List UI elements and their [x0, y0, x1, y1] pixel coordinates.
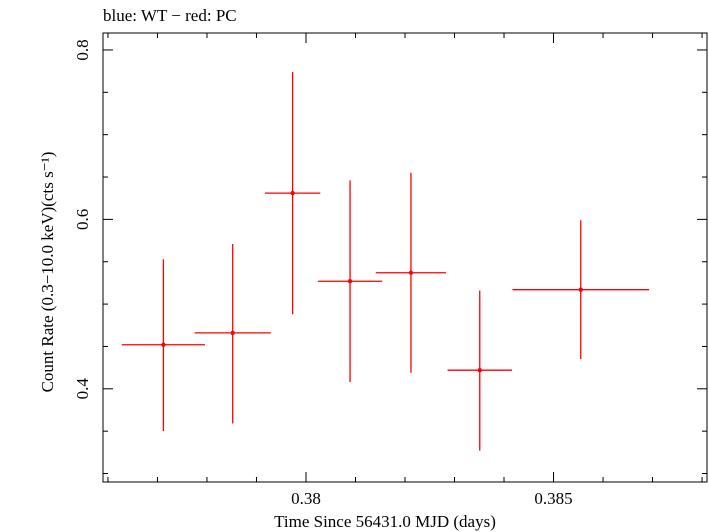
x-tick-label: 0.385 [534, 489, 572, 508]
x-tick-label: 0.38 [291, 489, 321, 508]
data-points [121, 71, 650, 451]
data-point [317, 180, 383, 383]
data-point [447, 290, 512, 451]
y-tick-label: 0.8 [73, 39, 92, 60]
data-marker [408, 270, 414, 275]
x-axis-label: Time Since 56431.0 MJD (days) [274, 512, 496, 531]
plot-frame [102, 32, 708, 483]
data-point [264, 71, 321, 315]
axis-ticks: 0.38 0.385 0.4 0.6 0.8 [73, 33, 707, 508]
data-point [375, 172, 447, 373]
data-marker [477, 367, 482, 373]
data-marker [230, 330, 235, 336]
y-axis-label: Count Rate (0.3−10.0 keV)(cts s⁻¹) [38, 152, 57, 393]
y-tick-label: 0.6 [73, 209, 92, 230]
data-point [512, 220, 650, 360]
y-tick-label: 0.4 [73, 378, 92, 400]
chart-title: blue: WT − red: PC [103, 6, 237, 25]
data-marker [161, 342, 166, 347]
data-point [121, 259, 205, 432]
data-marker [290, 190, 295, 196]
data-marker [578, 287, 583, 292]
data-point [194, 243, 271, 424]
data-marker [347, 279, 353, 284]
